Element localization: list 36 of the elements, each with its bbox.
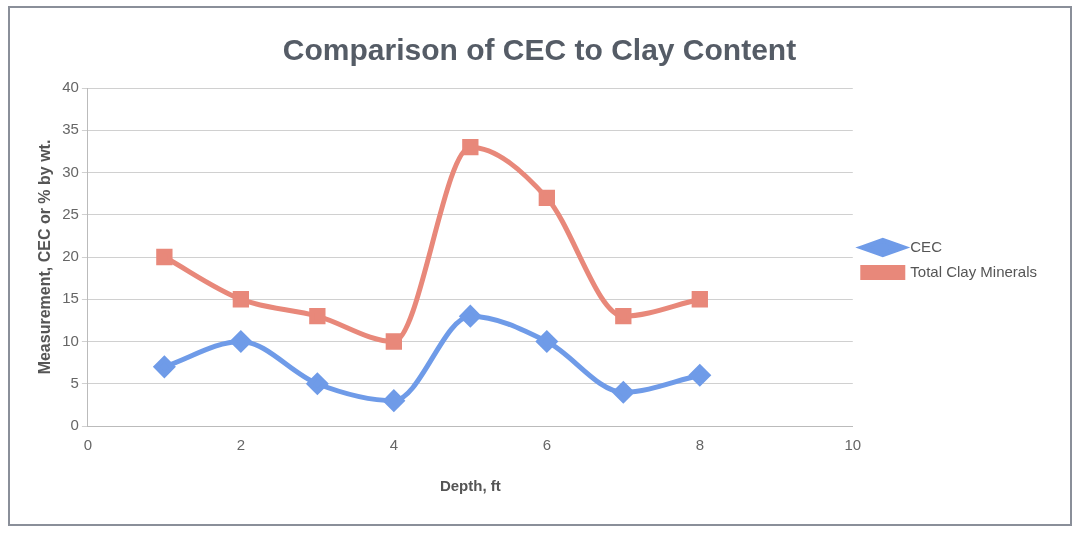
y-tick-label: 0 <box>70 416 79 434</box>
x-tick-label: 8 <box>695 436 704 454</box>
x-tick-label: 2 <box>236 436 246 454</box>
point <box>309 307 326 325</box>
point <box>156 248 173 266</box>
point <box>232 291 250 308</box>
x-tick-label: 10 <box>844 436 862 454</box>
legend-label: Total Clay Minerals <box>910 262 1038 280</box>
y-tick-label: 25 <box>62 204 79 222</box>
point <box>230 331 252 352</box>
chart-title: Comparison of CEC to Clay Content <box>282 33 797 67</box>
y-tick-label: 5 <box>70 373 79 391</box>
y-axis-title: Measurement, CEC or % by wt. <box>36 139 54 375</box>
y-tick-label: 15 <box>62 289 79 307</box>
y-tick-label: 30 <box>62 162 79 180</box>
x-tick-label: 6 <box>542 436 551 454</box>
x-axis-title: Depth, ft <box>439 477 501 495</box>
legend-label: CEC <box>910 237 943 255</box>
point <box>689 364 711 386</box>
point <box>383 390 405 412</box>
point <box>615 307 632 325</box>
point <box>306 373 328 395</box>
point <box>612 381 634 403</box>
point <box>153 356 175 378</box>
point <box>459 305 481 327</box>
point <box>691 291 708 308</box>
point <box>462 138 479 156</box>
point <box>536 331 558 352</box>
point <box>538 189 555 207</box>
x-tick-label: 0 <box>83 436 93 454</box>
x-tick-label: 4 <box>389 436 399 454</box>
point <box>385 333 402 350</box>
y-tick-label: 10 <box>62 331 79 349</box>
y-tick-label: 40 <box>62 78 79 96</box>
y-tick-label: 20 <box>62 247 79 265</box>
y-tick-label: 35 <box>62 120 79 138</box>
